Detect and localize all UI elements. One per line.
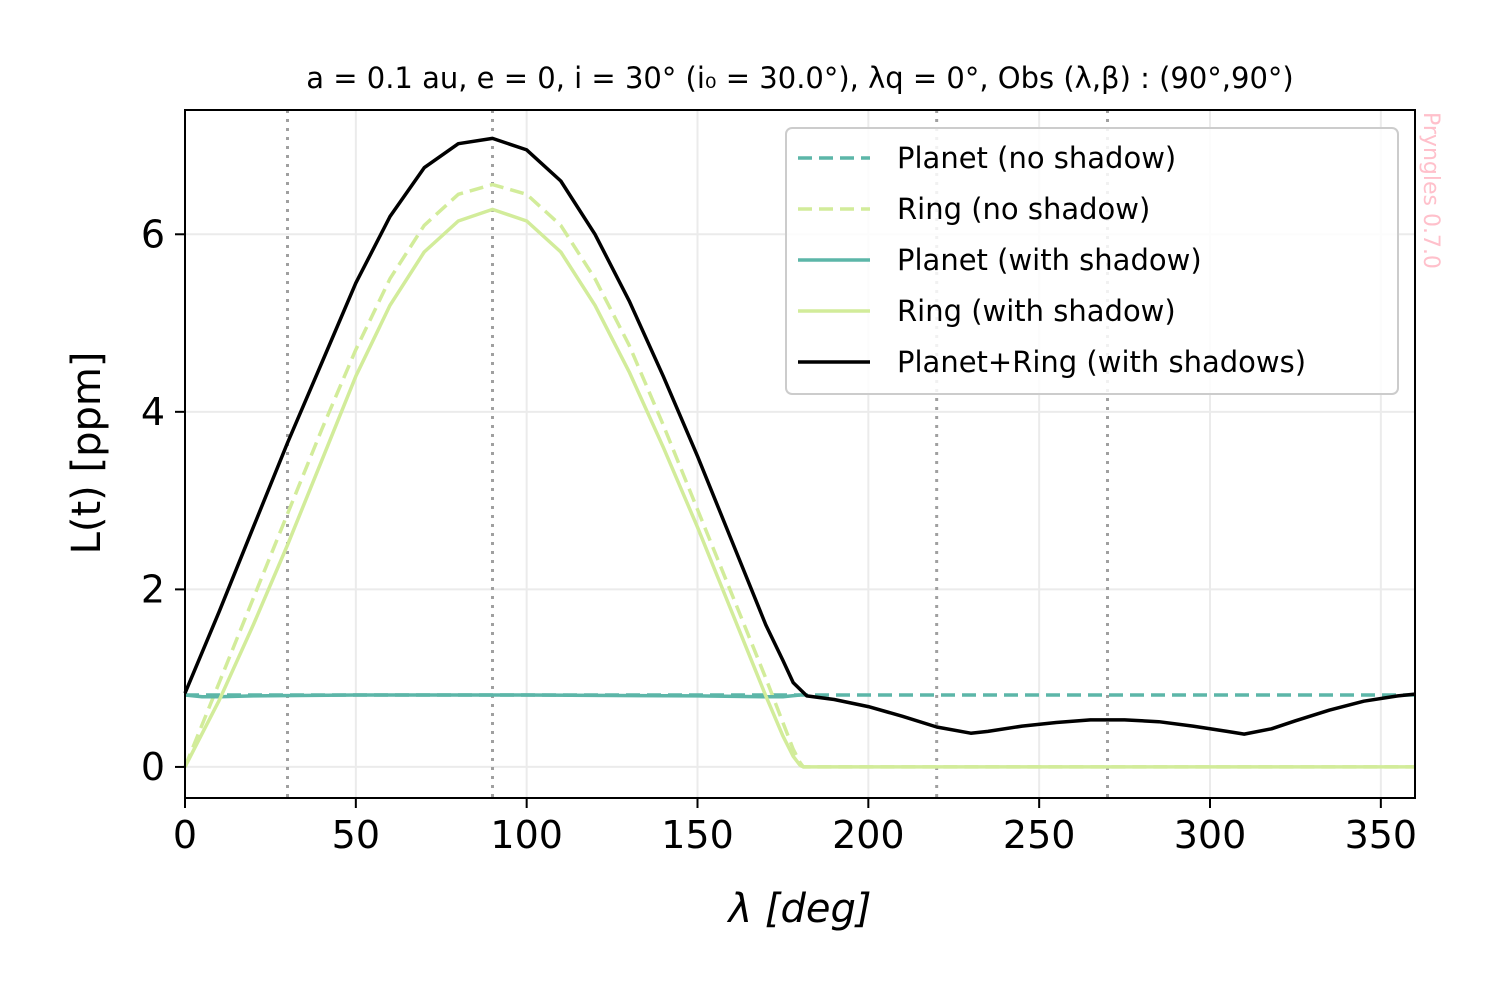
axis-ticks: 0 50 100 150 200 250 300 350 0 2 4 6 xyxy=(141,212,1417,857)
legend: Planet (no shadow) Ring (no shadow) Planet… xyxy=(785,127,1399,395)
x-tick-label: 300 xyxy=(1174,813,1247,857)
reference-vlines xyxy=(286,110,1109,798)
series-line xyxy=(183,207,1415,769)
chart-title: a = 0.1 au, e = 0, i = 30° (i₀ = 30.0°),… xyxy=(306,61,1294,95)
legend-label: Planet (with shadow) xyxy=(897,243,1202,277)
series-group xyxy=(183,136,1416,769)
x-tick-label: 0 xyxy=(173,813,197,857)
x-tick-label: 100 xyxy=(490,813,563,857)
watermark: Pryngles 0.7.0 xyxy=(1418,112,1443,269)
x-tick-label: 150 xyxy=(661,813,734,857)
x-axis-label: λ [deg] xyxy=(727,886,872,932)
series-line xyxy=(184,693,801,699)
x-tick-label: 200 xyxy=(832,813,905,857)
x-tick-label: 350 xyxy=(1345,813,1418,857)
y-tick-label: 6 xyxy=(141,212,165,256)
legend-label: Planet+Ring (with shadows) xyxy=(897,345,1306,379)
y-tick-label: 0 xyxy=(141,745,165,789)
legend-label: Ring (no shadow) xyxy=(897,192,1150,226)
y-axis-label: L(t) [ppm] xyxy=(64,352,110,555)
series-line xyxy=(183,136,1416,736)
legend-box xyxy=(785,127,1399,395)
x-tick-label: 50 xyxy=(332,813,380,857)
y-tick-label: 2 xyxy=(141,567,165,611)
legend-label: Planet (no shadow) xyxy=(897,141,1176,175)
y-tick-label: 4 xyxy=(141,390,165,434)
x-tick-label: 250 xyxy=(1003,813,1076,857)
plot-frame xyxy=(184,109,1416,799)
legend-label: Ring (with shadow) xyxy=(897,294,1176,328)
